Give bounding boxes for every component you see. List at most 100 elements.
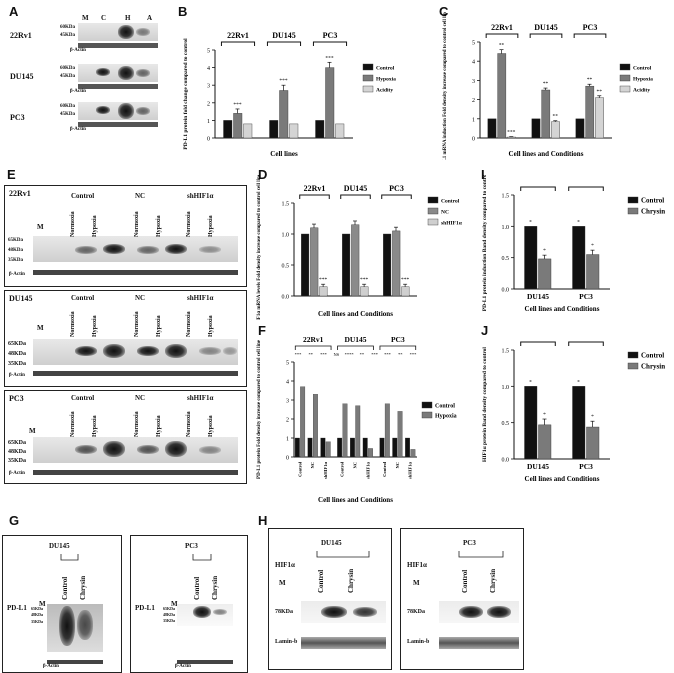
marker-label: M [37,324,44,332]
condition-label: Normoxia [134,211,140,237]
legend-label: Control [435,404,455,410]
sig-label: ** [499,43,505,49]
protein-label: HIF1α [407,561,427,569]
y-tick-label: 0.5 [282,264,290,270]
legend-label: Acidity [376,88,393,94]
group-label: shHIF1α [187,394,214,402]
blot-image [177,604,233,626]
chart-f: 0 1 2 3 4 5 Control NC shHIF1α Control NC shHIF1α Co… [257,335,457,504]
y-axis-label: PD-L1 mRNA induction Fold density increa… [443,12,448,160]
bracket [337,345,374,350]
y-tick-label: 2 [207,101,210,107]
y-axis-label: HIF1α mRNA levels Fold density increase … [257,175,262,320]
legend-swatch [427,207,439,215]
cell-title: PC3 [463,539,476,547]
kda-label: 60KDa [60,66,75,71]
bar [383,233,392,297]
panel-label-i: I [481,167,485,182]
kda-label: 60KDa [60,104,75,109]
y-tick-label: 1.5 [282,202,290,208]
category-label: Control [382,461,387,477]
legend-label: Control [641,352,664,360]
bar [320,437,326,458]
bar [541,89,551,139]
condition-label: Hypoxia [92,315,98,337]
legend-swatch [421,401,433,409]
group-label: 22Rv1 [303,335,324,344]
kda-label: 65KDa [8,238,23,243]
bar [586,254,600,290]
blot-panel-g-pc3: PC3 PD-L1 M Control Chrysin 65KDa 48KDa … [130,535,248,673]
bar [575,118,585,139]
legend-swatch [627,207,639,215]
y-tick-label: 2 [286,418,289,424]
lane-label: M [82,14,89,22]
y-tick-label: 0 [207,137,210,143]
legend-swatch [362,74,374,82]
lane-label: Chrysin [211,575,219,600]
sig-label: *** [401,277,410,283]
sig-label: ** [398,352,403,357]
bar [269,120,279,139]
legend-label: shHIF1α [441,221,463,227]
group-label: Control [71,192,95,200]
bar [360,286,369,297]
group-label: 22Rv1 [304,184,326,193]
legend-swatch [421,411,433,419]
sig-label: *** [507,130,516,136]
blot-panel-g-du145: DU145 PD-L1 M Control Chrysin 65KDa 48KD… [2,535,122,673]
group-label: DU145 [344,335,366,344]
bar [300,386,306,458]
legend-label: Chrysin [641,363,665,371]
row-label: 22Rv1 [9,189,31,198]
blot-image [33,236,238,262]
legend-label: Control [633,66,652,72]
bar [342,403,348,458]
bar [586,426,600,460]
bar [384,403,390,458]
y-tick-label: 4 [286,380,289,386]
sig-label: *** [371,352,379,357]
y-tick-label: 0.5 [502,421,510,427]
y-tick-label: 1.5 [502,194,510,200]
sig-label: *** [319,277,328,283]
bar [524,386,538,460]
legend-label: Acidity [633,88,650,94]
category-label: shHIF1α [323,462,328,480]
kda-label: 45KDa [60,112,75,117]
sig-label: ** [309,352,314,357]
lane-label: Chrysin [79,575,87,600]
group-label: NC [135,294,146,302]
group-label: PC3 [389,184,404,193]
actin-band [47,660,103,664]
blot-panel-a: M C H A 22Rv1 60KDa 45KDa β-Actin DU145 … [0,0,175,160]
sig-label: *** [410,352,418,357]
condition-label: Hypoxia [92,415,98,437]
lane-label: Control [461,569,469,593]
bracket [379,345,417,350]
kda-label: 48KDa [31,612,43,617]
row-label: PC3 [10,113,25,122]
actin-band [177,660,233,664]
bar [585,85,595,139]
sig-label: ** [553,114,559,120]
kda-label: 35KDa [8,361,26,367]
y-tick-label: 0.0 [502,288,510,294]
group-label: NC [135,394,146,402]
group-label: PC3 [323,31,338,40]
x-axis-label: Cell lines and Conditions [318,496,393,504]
group-label: PC3 [583,23,598,32]
condition-label: Hypoxia [92,215,98,237]
y-tick-label: 3 [472,79,475,85]
bracket [520,341,556,346]
bar [313,394,318,458]
bracket [299,194,330,199]
bar [289,123,299,139]
group-label: PC3 [579,292,593,301]
group-label: NC [135,192,146,200]
bar [497,53,507,139]
y-tick-label: 1.0 [502,385,510,391]
bar [351,224,360,297]
legend-swatch [627,362,639,370]
panel-label-j: J [481,323,489,338]
